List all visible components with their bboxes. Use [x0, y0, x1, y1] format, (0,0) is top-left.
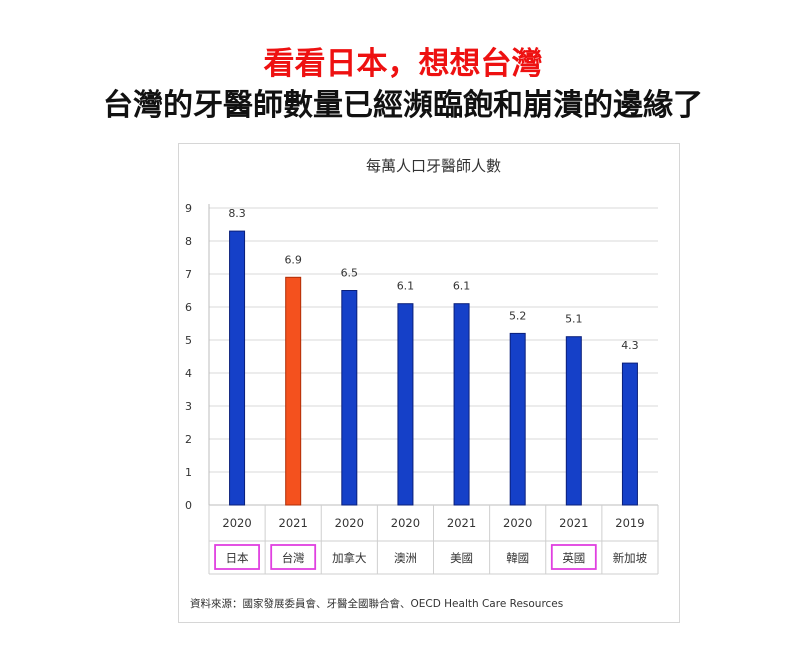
category-label: 美國	[450, 551, 473, 565]
chart-panel	[178, 143, 680, 623]
bar-日本	[229, 230, 246, 506]
source-note: 資料來源：國家發展委員會、牙醫全國聯合會、OECD Health Care Re…	[190, 598, 564, 610]
y-tick-label: 0	[185, 499, 192, 512]
y-tick-label: 7	[185, 268, 192, 281]
country-highlight-box	[214, 544, 260, 570]
year-label: 2019	[615, 516, 644, 530]
chart-title: 每萬人口牙醫師人數	[366, 157, 501, 175]
y-tick-label: 1	[185, 466, 192, 479]
bar-新加坡	[621, 362, 638, 506]
country-highlight-box	[550, 544, 597, 570]
data-label: 4.3	[621, 339, 639, 352]
data-label: 6.1	[397, 280, 415, 293]
y-tick-label: 6	[185, 301, 192, 314]
y-tick-label: 3	[185, 400, 192, 413]
data-label: 6.5	[341, 267, 359, 280]
year-label: 2021	[279, 516, 308, 530]
data-label: 6.1	[453, 280, 471, 293]
category-label: 台灣	[282, 551, 305, 565]
y-tick-label: 4	[185, 367, 192, 380]
category-label: 日本	[226, 551, 249, 565]
country-highlight-box	[270, 544, 317, 570]
data-label: 6.9	[284, 253, 302, 266]
bar-英國	[565, 336, 582, 506]
year-label: 2021	[447, 516, 476, 530]
bar-澳洲	[397, 303, 414, 506]
year-label: 2021	[559, 516, 588, 530]
data-label: 5.2	[509, 309, 527, 322]
category-label: 英國	[562, 551, 585, 565]
bar-美國	[453, 303, 470, 506]
y-tick-label: 9	[185, 202, 192, 215]
year-label: 2020	[335, 516, 364, 530]
category-label: 加拿大	[332, 551, 367, 565]
y-tick-label: 2	[185, 433, 192, 446]
headline-line2: 台灣的牙醫師數量已經瀕臨飽和崩潰的邊緣了	[103, 88, 703, 123]
y-tick-label: 5	[185, 334, 192, 347]
category-label: 韓國	[506, 551, 529, 565]
bar-加拿大	[341, 290, 358, 506]
data-label: 8.3	[228, 207, 246, 220]
category-label: 澳洲	[394, 551, 417, 565]
year-label: 2020	[222, 516, 251, 530]
bar-台灣	[285, 276, 302, 506]
data-label: 5.1	[565, 313, 583, 326]
headline-line1: 看看日本，想想台灣	[263, 46, 543, 82]
bar-韓國	[509, 332, 526, 506]
category-label: 新加坡	[613, 551, 648, 565]
year-label: 2020	[503, 516, 532, 530]
y-tick-label: 8	[185, 235, 192, 248]
year-label: 2020	[391, 516, 420, 530]
